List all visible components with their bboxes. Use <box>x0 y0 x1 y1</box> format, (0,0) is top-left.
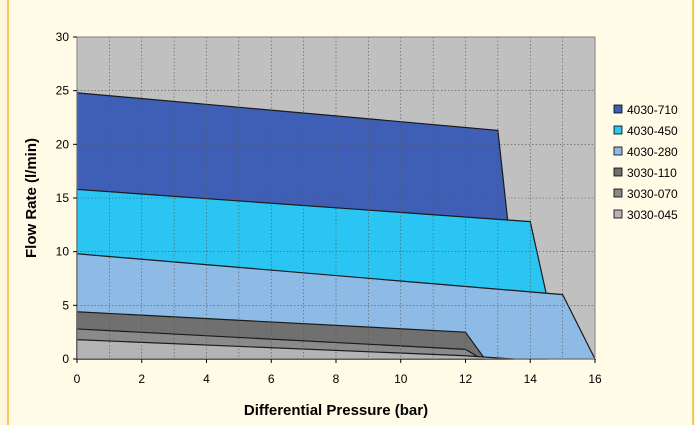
x-tick-label: 12 <box>459 372 473 386</box>
legend-label-4030-450: 4030-450 <box>627 124 678 138</box>
x-axis-ticks: 0 2 4 6 8 10 12 14 16 <box>74 359 602 386</box>
y-axis-ticks: 0 5 10 15 20 25 30 <box>56 30 77 366</box>
x-axis-title: Differential Pressure (bar) <box>244 402 428 419</box>
y-tick-label: 15 <box>56 191 70 205</box>
legend-label-3030-110: 3030-110 <box>627 166 677 180</box>
y-tick-label: 30 <box>56 30 70 44</box>
x-tick-label: 0 <box>74 372 81 386</box>
legend-label-4030-280: 4030-280 <box>627 145 678 159</box>
legend-swatch-4030-710 <box>613 104 623 114</box>
legend: 4030-710 4030-450 4030-280 3030-110 3030-070… <box>613 103 678 222</box>
x-tick-label: 10 <box>394 372 408 386</box>
chart-frame: 0 5 10 15 20 25 30 0 2 4 6 8 10 12 14 16 Differential … <box>7 0 694 425</box>
legend-swatch-3030-070 <box>613 188 623 198</box>
y-tick-label: 0 <box>62 352 69 366</box>
x-tick-label: 4 <box>203 372 210 386</box>
legend-swatch-3030-110 <box>613 167 623 177</box>
x-tick-label: 16 <box>588 372 602 386</box>
legend-swatch-3030-045 <box>613 209 623 219</box>
y-axis-title: Flow Rate (l/min) <box>23 138 40 258</box>
y-tick-label: 5 <box>62 298 69 312</box>
legend-swatch-4030-450 <box>613 125 623 135</box>
legend-label-3030-070: 3030-070 <box>627 187 678 201</box>
legend-label-3030-045: 3030-045 <box>627 208 678 222</box>
y-tick-label: 25 <box>56 84 70 98</box>
y-tick-label: 20 <box>56 137 70 151</box>
legend-swatch-4030-280 <box>613 146 623 156</box>
y-tick-label: 10 <box>56 245 70 259</box>
legend-label-4030-710: 4030-710 <box>627 103 678 117</box>
x-tick-label: 2 <box>138 372 145 386</box>
x-tick-label: 6 <box>268 372 275 386</box>
x-tick-label: 14 <box>524 372 538 386</box>
x-tick-label: 8 <box>333 372 340 386</box>
flow-rate-chart: 0 5 10 15 20 25 30 0 2 4 6 8 10 12 14 16 Differential … <box>23 30 678 419</box>
grid-lines <box>77 37 595 359</box>
